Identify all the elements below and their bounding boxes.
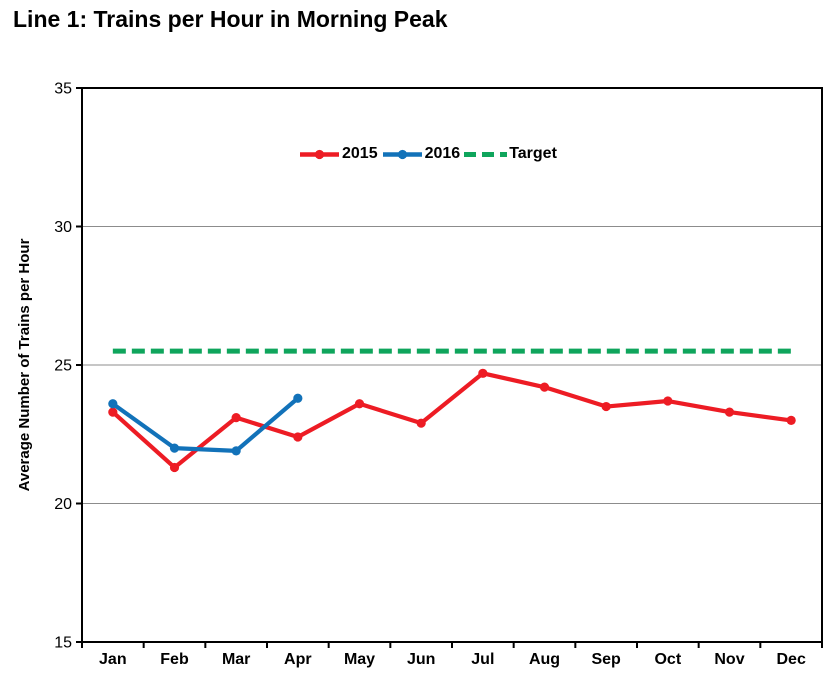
series-2016	[108, 393, 303, 456]
legend-label-target: Target	[509, 145, 557, 162]
data-point-marker	[663, 396, 673, 406]
series-2015	[108, 368, 796, 473]
legend-label-2015: 2015	[342, 145, 378, 162]
data-point-marker	[293, 393, 303, 403]
y-tick-label: 15	[54, 635, 72, 652]
y-tick-label: 35	[54, 81, 72, 98]
x-tick-label: Jun	[407, 651, 435, 668]
x-tick-label: Jan	[99, 651, 127, 668]
data-point-marker	[293, 432, 303, 442]
x-tick-label: Nov	[714, 651, 744, 668]
data-point-marker	[108, 407, 118, 417]
data-point-marker	[169, 443, 180, 453]
legend-item-2015: 2015	[298, 146, 378, 162]
data-point-marker	[231, 413, 241, 423]
x-tick-label: Aug	[529, 651, 560, 668]
x-tick-label: Oct	[654, 651, 681, 668]
data-point-marker	[416, 418, 426, 428]
legend-swatch-2015-line-icon	[300, 149, 339, 159]
x-tick-label: May	[344, 651, 375, 668]
y-tick-label: 30	[54, 219, 72, 236]
data-point-marker	[601, 401, 611, 412]
legend-swatch-target-dashed-line-icon	[464, 151, 508, 157]
x-axis: Jan Feb Mar Apr May Jun Jul Aug Sep Oct Nov Dec	[81, 642, 823, 668]
x-tick-label: Mar	[222, 651, 250, 668]
x-tick-label: Sep	[591, 651, 621, 668]
y-axis-title: Average Number of Trains per Hour	[16, 238, 33, 492]
y-tick-label: 20	[54, 496, 72, 513]
data-point-marker	[354, 399, 365, 409]
data-point-marker	[786, 415, 796, 425]
x-tick-label: Jul	[471, 651, 494, 668]
data-point-marker	[539, 382, 550, 392]
x-tick-label: Dec	[776, 651, 805, 668]
legend-swatch-2016-line-icon	[382, 149, 422, 159]
gridlines	[82, 226, 822, 504]
data-point-marker	[478, 368, 488, 378]
x-tick-label: Apr	[284, 651, 312, 668]
y-tick-label: 25	[54, 358, 72, 375]
legend-label-2016: 2016	[424, 145, 461, 162]
x-tick-label: Feb	[160, 651, 189, 668]
y-axis: 15 20 25 30 35	[54, 81, 82, 652]
legend-item-2016: 2016	[381, 145, 461, 162]
legend: 2015 2016 Target	[298, 146, 557, 162]
chart-title: Line 1: Trains per Hour in Morning Peak	[13, 6, 448, 32]
data-point-marker	[231, 446, 241, 456]
legend-item-target: Target	[463, 146, 557, 162]
data-point-marker	[724, 407, 735, 417]
data-point-marker	[169, 462, 180, 473]
data-point-marker	[108, 399, 118, 409]
